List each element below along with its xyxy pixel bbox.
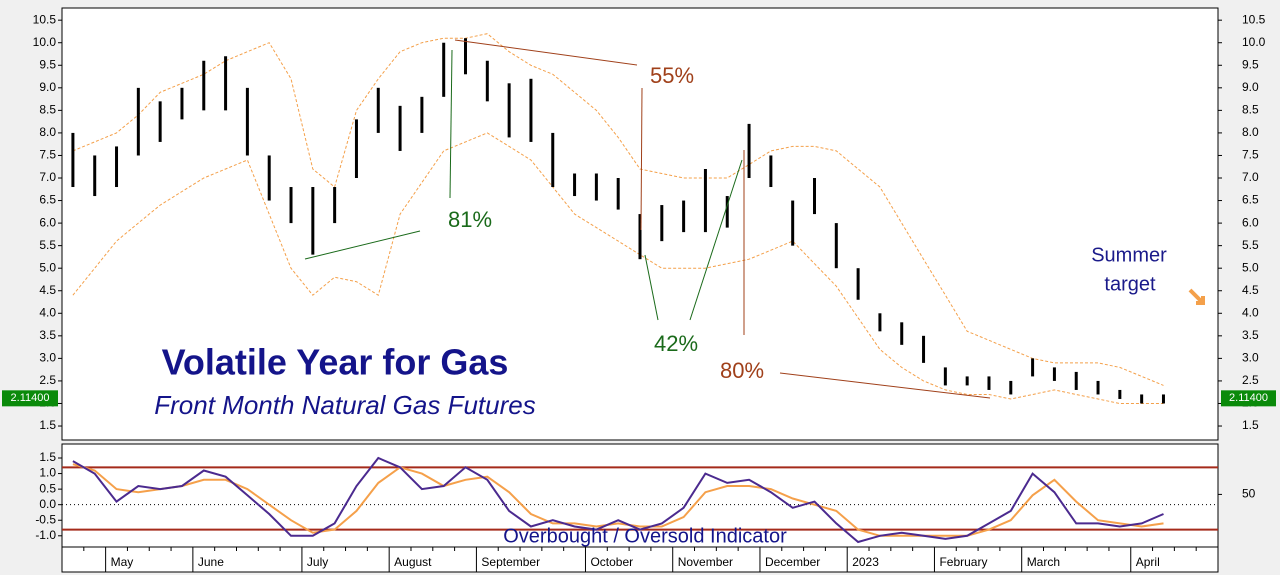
oscillator-line (72, 456, 1164, 544)
y-tick-label: 8.0 (39, 125, 56, 139)
chart-subtitle: Front Month Natural Gas Futures (154, 390, 535, 420)
y-tick-label: 3.5 (39, 328, 56, 342)
y-tick-label: 6.0 (39, 215, 56, 229)
x-tick-label: June (198, 555, 224, 569)
x-tick-label: December (765, 555, 820, 569)
x-tick-label: October (590, 555, 633, 569)
y-tick-label: 5.5 (1242, 238, 1259, 252)
y-tick-label: 5.5 (39, 238, 56, 252)
last-value-box (2, 390, 58, 407)
y-tick-label: 10.5 (33, 12, 57, 26)
x-tick-label: November (678, 555, 733, 569)
y-tick-label: 7.5 (1242, 148, 1259, 162)
lower-band (72, 132, 1164, 404)
y-tick-label: 8.0 (1242, 125, 1259, 139)
indicator-title: Overbought / Oversold Indicator (503, 525, 787, 547)
last-value-box (1221, 390, 1276, 407)
x-axis-strip (61, 546, 1219, 573)
annotation-line (640, 87, 643, 231)
y-tick-label: 1.5 (39, 418, 56, 432)
y-tick-label: 9.5 (1242, 57, 1259, 71)
marks: 1.51.52.02.02.52.53.03.03.53.54.04.04.54… (2, 12, 1276, 572)
y-tick-label: 6.0 (1242, 215, 1259, 229)
oscillator-line (72, 463, 1164, 537)
y2-tick-label: 50 (1242, 487, 1256, 501)
y-tick-label: 9.0 (1242, 80, 1259, 94)
y-tick-label: 2.5 (1242, 373, 1259, 387)
y-tick-label: 9.5 (39, 57, 56, 71)
upper-band (72, 33, 1164, 386)
y-tick-label: 6.5 (39, 193, 56, 207)
x-tick-label: March (1027, 555, 1060, 569)
y-tick-label: 6.5 (1242, 193, 1259, 207)
chart-title: Volatile Year for Gas (162, 342, 509, 383)
annotation-line (454, 39, 638, 66)
y-tick-label: 7.0 (39, 170, 56, 184)
y-tick-label: 7.0 (1242, 170, 1259, 184)
x-tick-label: July (307, 555, 328, 569)
x-tick-label: May (111, 555, 134, 569)
y-tick-label: 1.0 (39, 466, 56, 480)
annotation: target (1104, 273, 1156, 295)
y-tick-label: 4.5 (39, 283, 56, 297)
annotation-line (689, 159, 743, 321)
y-tick-label: 1.5 (1242, 418, 1259, 432)
y-tick-label: 5.0 (39, 260, 56, 274)
y-tick-label: 5.0 (1242, 260, 1259, 274)
x-tick-label: 2023 (852, 555, 879, 569)
x-tick-label: April (1136, 555, 1160, 569)
y-tick-label: -0.5 (35, 512, 56, 526)
annotation: 42% (654, 331, 698, 356)
x-tick-label: August (394, 555, 432, 569)
arrow (1188, 288, 1205, 305)
annotation-line (449, 49, 453, 199)
y-tick-label: 7.5 (39, 148, 56, 162)
annotation-line (644, 254, 659, 321)
y-tick-label: 3.5 (1242, 328, 1259, 342)
y-tick-label: 0.5 (39, 481, 56, 495)
x-tick-label: February (939, 555, 987, 569)
y-tick-label: 8.5 (39, 103, 56, 117)
annotation-line (304, 230, 421, 260)
y-tick-label: 8.5 (1242, 103, 1259, 117)
annotation-line (779, 372, 991, 399)
y-tick-label: 10.0 (1242, 35, 1266, 49)
y-tick-label: 4.5 (1242, 283, 1259, 297)
y-tick-label: 3.0 (39, 351, 56, 365)
y-tick-label: -1.0 (35, 528, 56, 542)
y-tick-label: 9.0 (39, 80, 56, 94)
annotation: 81% (448, 207, 492, 232)
y-tick-label: 4.0 (39, 305, 56, 319)
y-tick-label: 10.0 (33, 35, 57, 49)
annotation: 55% (650, 63, 694, 88)
y-tick-label: 0.0 (39, 497, 56, 511)
y-tick-label: 2.5 (39, 373, 56, 387)
annotation: Summer (1091, 244, 1167, 266)
last-value-label: 2.11400 (11, 392, 50, 404)
y-tick-label: 3.0 (1242, 351, 1259, 365)
last-value-label: 2.11400 (1229, 392, 1268, 404)
x-tick-label: September (481, 555, 540, 569)
y-tick-label: 1.5 (39, 450, 56, 464)
annotation: 80% (720, 358, 764, 383)
y-tick-label: 10.5 (1242, 12, 1266, 26)
y-tick-label: 4.0 (1242, 305, 1259, 319)
